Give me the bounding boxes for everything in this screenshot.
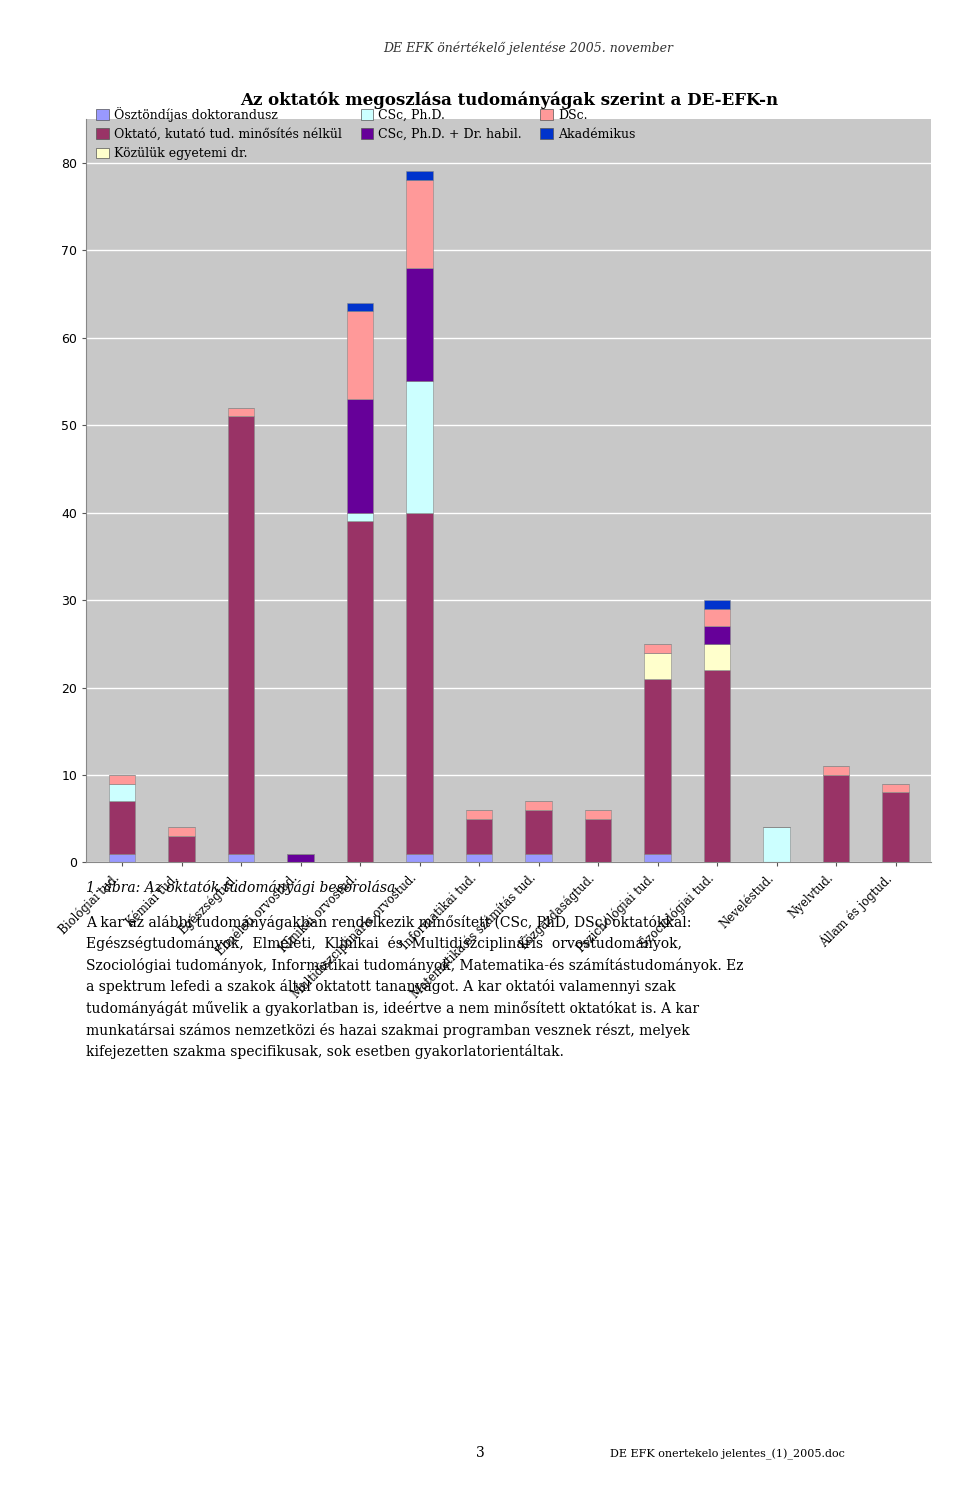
- Bar: [406, 171, 433, 180]
- Bar: [406, 180, 433, 268]
- Bar: [466, 810, 492, 819]
- Bar: [108, 854, 135, 862]
- Bar: [228, 416, 254, 854]
- Bar: [823, 766, 850, 775]
- Bar: [644, 854, 671, 862]
- Bar: [525, 854, 552, 862]
- Bar: [823, 775, 850, 862]
- Bar: [108, 775, 135, 784]
- Text: 1. ábra: Az oktatók tudományági besorolása: 1. ábra: Az oktatók tudományági besorolá…: [86, 880, 396, 895]
- Bar: [704, 626, 731, 644]
- Bar: [347, 303, 373, 311]
- Bar: [704, 601, 731, 608]
- Bar: [347, 513, 373, 522]
- Bar: [763, 827, 790, 862]
- Bar: [882, 784, 909, 793]
- Bar: [406, 854, 433, 862]
- Text: A kar az alábbi tudományágakban rendelkezik minősített (CSc, PhD, DSc) oktatókka: A kar az alábbi tudományágakban rendelke…: [86, 915, 744, 1059]
- Bar: [466, 854, 492, 862]
- Bar: [287, 854, 314, 862]
- Bar: [108, 784, 135, 801]
- Bar: [228, 407, 254, 416]
- Bar: [406, 268, 433, 381]
- Bar: [585, 819, 612, 862]
- Bar: [704, 644, 731, 671]
- Bar: [644, 653, 671, 678]
- Bar: [704, 608, 731, 626]
- Bar: [347, 311, 373, 399]
- Bar: [466, 819, 492, 854]
- Bar: [108, 801, 135, 854]
- Bar: [882, 793, 909, 862]
- Bar: [585, 810, 612, 819]
- Bar: [168, 836, 195, 862]
- Bar: [644, 678, 671, 854]
- Bar: [525, 810, 552, 854]
- Text: DE EFK onertekelo jelentes_(1)_2005.doc: DE EFK onertekelo jelentes_(1)_2005.doc: [610, 1448, 845, 1460]
- Bar: [347, 522, 373, 862]
- Bar: [228, 854, 254, 862]
- Bar: [168, 827, 195, 836]
- Bar: [525, 801, 552, 810]
- Bar: [406, 381, 433, 513]
- Bar: [347, 399, 373, 513]
- Text: 3: 3: [475, 1447, 485, 1460]
- Text: DE EFK önértékelő jelentése 2005. november: DE EFK önértékelő jelentése 2005. novemb…: [383, 42, 673, 55]
- Legend: Ösztöndíjas doktorandusz, Oktató, kutató tud. minősítés nélkül, Közülük egyetemi: Ösztöndíjas doktorandusz, Oktató, kutató…: [93, 103, 639, 164]
- Bar: [406, 513, 433, 854]
- Title: Az oktatók megoszlása tudományágak szerint a DE-EFK-n: Az oktatók megoszlása tudományágak szeri…: [240, 92, 778, 109]
- Bar: [644, 644, 671, 653]
- Bar: [704, 671, 731, 862]
